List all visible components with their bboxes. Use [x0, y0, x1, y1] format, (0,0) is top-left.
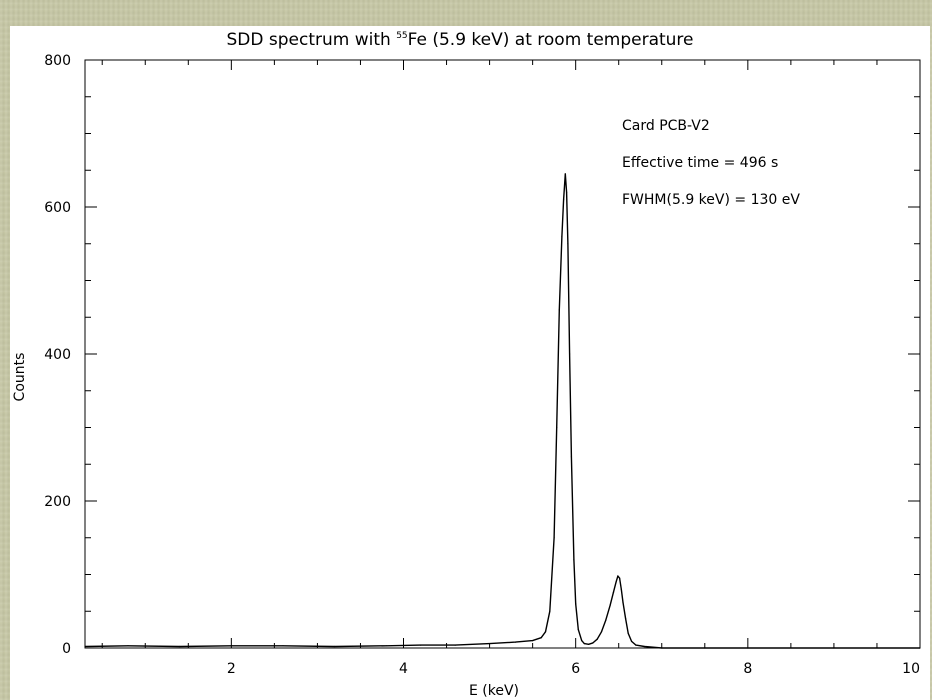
spectrum-data-point: [583, 643, 585, 645]
spectrum-data-point: [625, 618, 627, 620]
spectrum-data-point: [564, 173, 566, 175]
spectrum-data-point: [556, 426, 558, 429]
x-axis-label: E (keV): [469, 683, 519, 699]
spectrum-data-point: [609, 604, 611, 607]
spectrum-chart: SDD spectrum with 55Fe (5.9 keV) at room…: [12, 30, 921, 699]
plot-frame: [84, 59, 921, 649]
x-tick-label: 10: [902, 661, 920, 677]
x-tick-label: 6: [571, 661, 580, 677]
spectrum-data-point: [179, 645, 181, 648]
spectrum-data-point: [581, 640, 583, 642]
spectrum-data-point: [617, 575, 619, 577]
spectrum-data-point: [627, 632, 629, 634]
spectrum-data-point: [615, 581, 617, 583]
spectrum-data-point: [489, 643, 491, 645]
spectrum-data-point: [573, 559, 575, 561]
y-tick-label: 800: [44, 53, 71, 69]
y-tick-label: 600: [44, 200, 71, 216]
annotation-fwhm: FWHM(5.9 keV) = 130 eV: [622, 192, 800, 208]
spectrum-data-point: [592, 642, 594, 644]
spectrum-data-point: [230, 645, 232, 647]
y-axis-label: Counts: [12, 353, 28, 402]
spectrum-data-point: [553, 537, 555, 539]
spectrum-data-point: [919, 647, 921, 649]
spectrum-data-point: [622, 601, 624, 604]
annotation-effective-time: Effective time = 496 s: [622, 155, 778, 171]
chart-title-suffix: Fe (5.9 keV) at room temperature: [408, 30, 694, 50]
y-tick-label: 200: [44, 494, 71, 510]
spectrum-data-point: [631, 640, 633, 643]
spectrum-data-point: [635, 644, 637, 646]
spectrum-data-point: [570, 456, 573, 458]
plot-panel: SDD spectrum with 55Fe (5.9 keV) at room…: [10, 26, 930, 700]
spectrum-data-point: [747, 647, 749, 649]
y-tick-label: 0: [62, 641, 71, 657]
spectrum-data-point: [643, 645, 646, 648]
x-tick-label: 2: [227, 661, 236, 677]
spectrum-series-line: [84, 173, 920, 649]
spectrum-data-point: [540, 637, 542, 639]
spectrum-data-point: [567, 243, 569, 245]
spectrum-data-point: [833, 647, 835, 649]
spectrum-data-point: [561, 235, 563, 237]
spectrum-data-point: [549, 610, 551, 612]
spectrum-data-point: [532, 640, 534, 642]
x-tick-label: 4: [399, 661, 408, 677]
spectrum-data-point: [334, 645, 336, 648]
spectrum-data-point: [544, 631, 547, 633]
spectrum-data-point: [420, 644, 422, 646]
spectrum-data-point: [127, 645, 129, 647]
spectrum-data-point: [569, 353, 571, 355]
spectrum-data-point: [558, 309, 560, 311]
chart-title-prefix: SDD spectrum with: [226, 30, 396, 50]
spectrum-data-point: [605, 619, 607, 621]
spectrum-data-point: [575, 603, 577, 605]
spectrum-data-point: [385, 645, 387, 647]
chart-title: SDD spectrum with 55Fe (5.9 keV) at room…: [226, 30, 693, 50]
spectrum-data-point: [600, 631, 603, 633]
y-tick-label: 400: [44, 347, 71, 363]
spectrum-data-point: [282, 645, 284, 647]
spectrum-data-point: [577, 629, 579, 631]
spectrum-data-point: [514, 641, 516, 643]
chart-title-superscript: 55: [396, 31, 407, 41]
spectrum-data-point: [620, 588, 622, 590]
spectrum-data-point: [563, 199, 565, 201]
x-tick-label: 8: [743, 661, 752, 677]
annotation-card: Card PCB-V2: [622, 118, 710, 134]
spectrum-data-point: [566, 191, 568, 193]
spectrum-data-point: [596, 638, 598, 640]
spectrum-data-point: [661, 647, 663, 649]
spectrum-data-point: [84, 645, 86, 648]
spectrum-data-point: [588, 643, 590, 645]
spectrum-data-point: [704, 647, 706, 649]
spectrum-data-point: [612, 591, 615, 593]
spectrum-data-point: [454, 644, 456, 646]
spectrum-data-point: [619, 577, 621, 579]
